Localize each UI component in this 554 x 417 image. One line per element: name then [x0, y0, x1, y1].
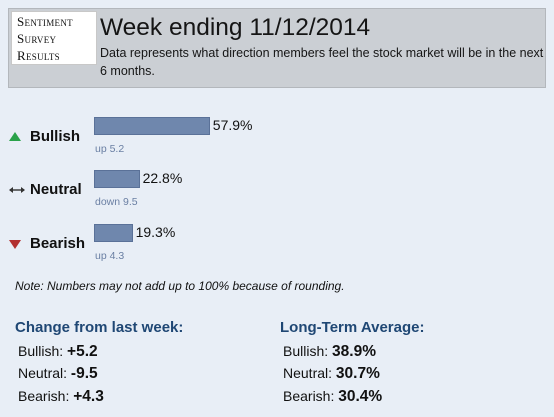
average-neutral-label: Neutral: — [283, 365, 333, 381]
neutral-value-label: 22.8% — [142, 170, 183, 186]
logo-line-3: Results — [17, 48, 60, 63]
average-bullish: Bullish: 38.9% — [283, 343, 376, 361]
bearish-value-label: 19.3% — [135, 224, 176, 240]
bullish-label: Bullish — [8, 128, 80, 145]
change-bearish-value: +4.3 — [73, 388, 104, 405]
header-panel: Sentiment Survey Results Week ending 11/… — [8, 8, 546, 88]
bearish-change: up 4.3 — [95, 250, 125, 262]
average-neutral-value: 30.7% — [335, 365, 380, 382]
average-bullish-label: Bullish: — [283, 343, 329, 359]
down-arrow-icon — [8, 237, 28, 251]
survey-logo: Sentiment Survey Results — [11, 11, 97, 65]
bearish-label-text: Bearish — [30, 235, 86, 252]
logo-line-1: Sentiment — [17, 14, 73, 29]
bearish-bar — [94, 224, 133, 242]
bullish-label-text: Bullish — [30, 128, 81, 145]
change-bearish: Bearish: +4.3 — [18, 388, 104, 406]
average-bearish-label: Bearish: — [283, 388, 335, 404]
neutral-change: down 9.5 — [95, 196, 138, 208]
average-bullish-value: 38.9% — [332, 343, 376, 360]
page-title: Week ending 11/12/2014 — [100, 14, 371, 41]
left-right-arrow-icon — [8, 183, 28, 197]
change-bullish-label: Bullish: — [18, 343, 64, 359]
change-bearish-label: Bearish: — [18, 388, 70, 404]
sentiment-row-neutral: Neutral 22.8% down 9.5 — [0, 169, 554, 219]
average-bearish-value: 30.4% — [338, 388, 383, 405]
change-neutral-value: -9.5 — [70, 365, 98, 382]
bearish-label: Bearish — [8, 235, 85, 252]
neutral-bar — [94, 170, 140, 188]
bullish-value-label: 57.9% — [212, 117, 253, 133]
up-arrow-icon — [8, 130, 28, 144]
sentiment-row-bullish: Bullish 57.9% up 5.2 — [0, 116, 554, 166]
bullish-change: up 5.2 — [95, 143, 125, 155]
neutral-label-text: Neutral — [30, 181, 82, 198]
page-subtitle: Data represents what direction members f… — [100, 46, 544, 78]
neutral-label: Neutral — [8, 181, 82, 198]
logo-line-2: Survey — [17, 31, 57, 46]
change-neutral: Neutral: -9.5 — [18, 365, 98, 383]
average-section-title: Long-Term Average: — [280, 319, 425, 336]
change-bullish: Bullish: +5.2 — [18, 343, 98, 361]
change-section-title: Change from last week: — [15, 319, 184, 336]
average-bearish: Bearish: 30.4% — [283, 388, 382, 406]
sentiment-row-bearish: Bearish 19.3% up 4.3 — [0, 223, 554, 273]
change-bullish-value: +5.2 — [67, 343, 98, 360]
change-neutral-label: Neutral: — [18, 365, 68, 381]
rounding-note: Note: Numbers may not add up to 100% bec… — [15, 279, 345, 293]
bullish-bar — [94, 117, 210, 135]
average-neutral: Neutral: 30.7% — [283, 365, 380, 383]
